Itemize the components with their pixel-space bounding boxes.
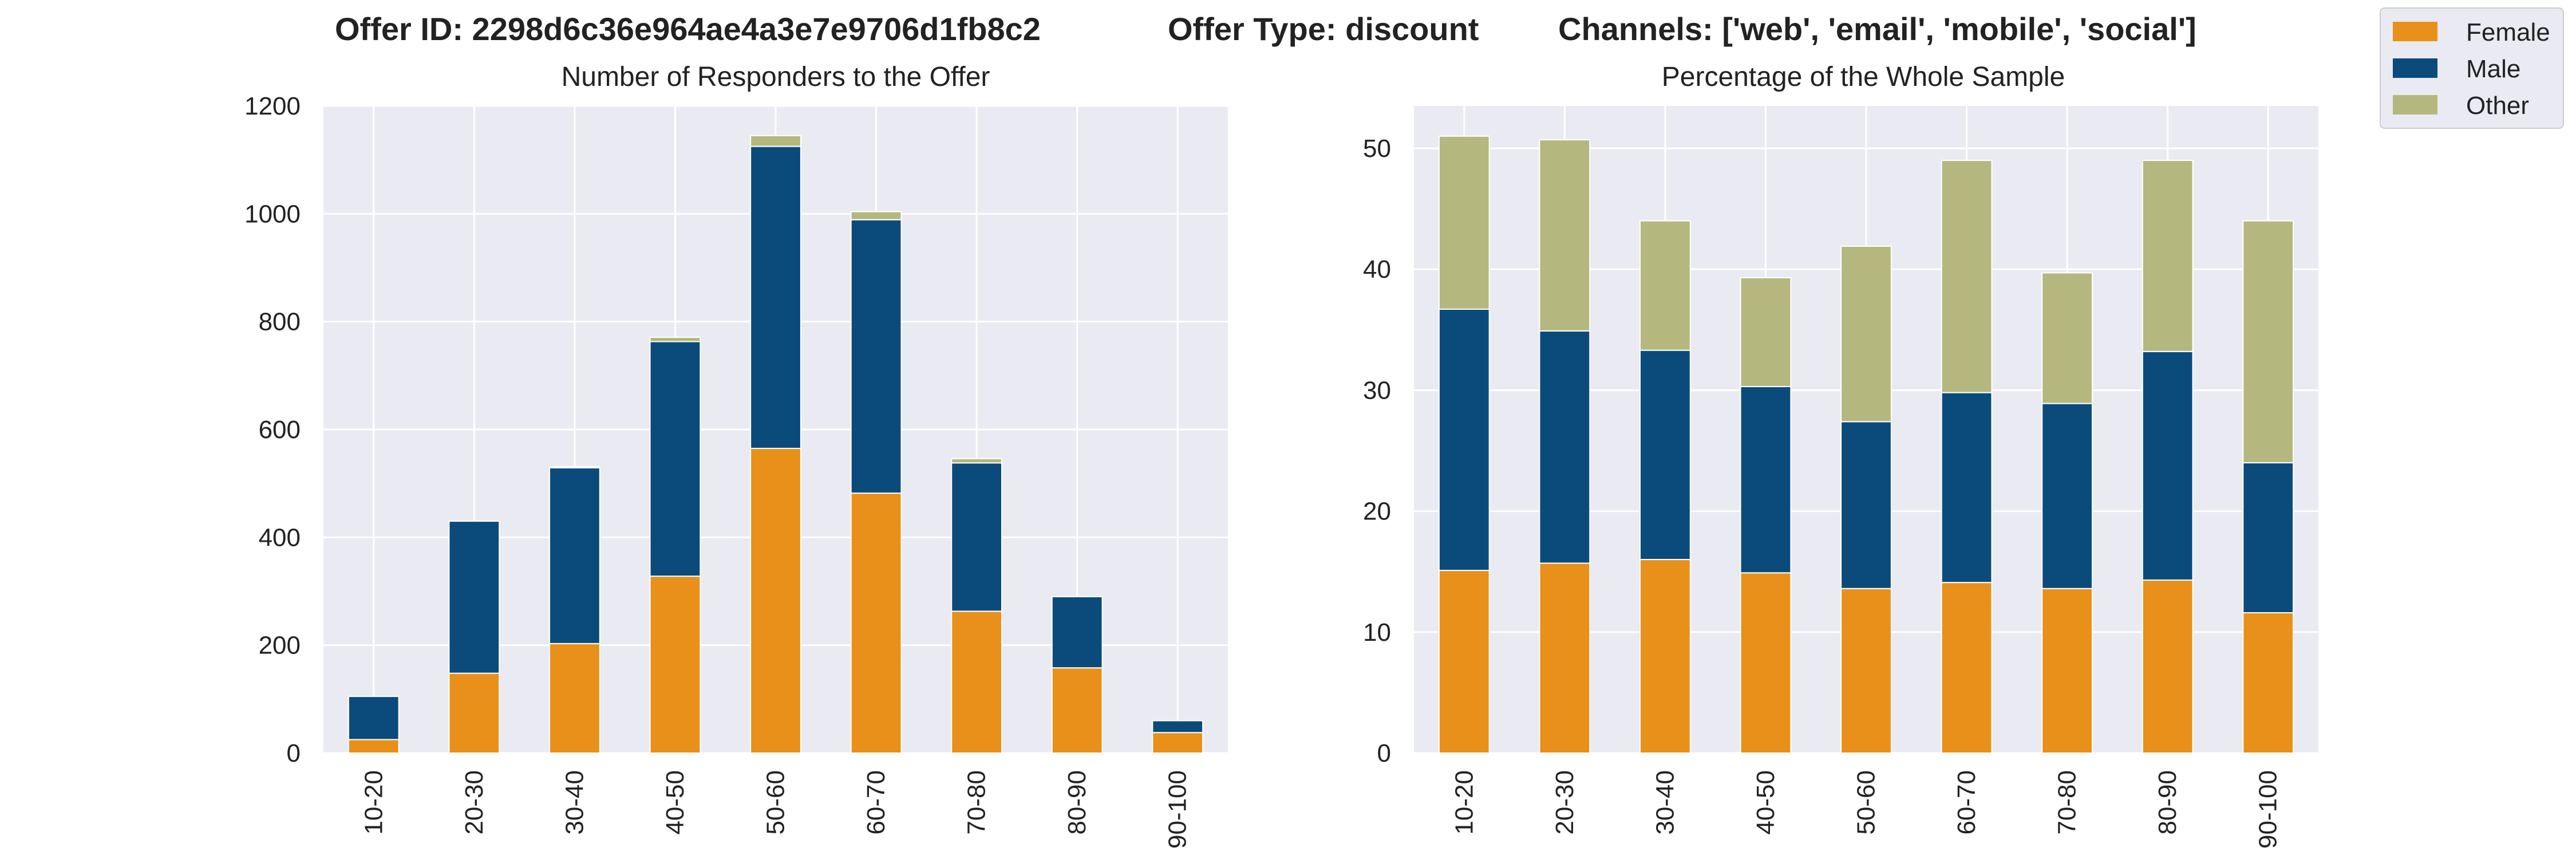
bar-male-60-70 [1941,392,1993,584]
offer-type-title: Offer Type: discount [1168,11,1479,47]
bar-male-80-90 [2142,350,2194,581]
bar-female-40-50 [1740,572,1792,754]
x-tick-label: 50-60 [1852,770,1880,835]
right-chart-title: Percentage of the Whole Sample [1662,62,2065,92]
bar-male-90-100 [1152,720,1204,734]
bar-female-80-90 [1051,667,1103,754]
bar-other-80-90 [2142,160,2194,352]
bar-female-90-100 [2242,612,2294,754]
y-tick-label: 1000 [244,200,301,228]
bar-other-60-70 [1941,160,1993,393]
bar-male-30-40 [1639,349,1691,561]
x-tick-label: 40-50 [661,770,689,835]
x-tick-label: 60-70 [862,770,890,835]
x-tick-label: 10-20 [359,770,388,835]
bar-other-90-100 [2242,220,2294,464]
y-tick-label: 600 [259,416,301,444]
left-chart-title: Number of Responders to the Offer [562,62,990,92]
x-tick-label: 70-80 [963,770,991,835]
bar-male-50-60 [1840,421,1892,589]
bar-male-70-80 [2041,403,2093,589]
bar-male-10-20 [347,696,400,740]
x-tick-label: 80-90 [1063,770,1091,835]
bar-female-10-20 [347,739,400,754]
bar-male-10-20 [1438,308,1490,572]
offer-id-title: Offer ID: 2298d6c36e964ae4a3e7e9706d1fb8… [335,11,1041,47]
bar-male-60-70 [850,219,902,494]
bar-female-50-60 [750,447,801,754]
y-tick-label: 200 [259,632,301,660]
bar-other-40-50 [1740,277,1792,388]
y-tick-label: 30 [1363,376,1391,404]
x-tick-label: 20-30 [1551,770,1579,835]
x-tick-label: 30-40 [1651,770,1679,835]
bar-male-30-40 [549,467,600,644]
left-chart-responders: 0 200 400 600 800 1000 1200 10-20 20-30 30-40 40-5… [244,92,1228,849]
x-tick-label: 50-60 [762,770,790,835]
bar-female-20-30 [1539,562,1591,754]
y-tick-label: 1200 [244,92,301,120]
x-tick-label: 40-50 [1752,770,1780,835]
y-tick-label: 50 [1363,135,1391,163]
y-tick-label: 0 [1377,739,1391,767]
bar-other-50-60 [750,135,801,147]
bar-male-40-50 [1740,386,1792,574]
legend-label-female: Female [2466,18,2550,46]
bar-female-20-30 [448,672,500,754]
legend-swatch-male [2393,58,2437,78]
bar-other-20-30 [1539,139,1591,332]
bar-female-60-70 [1941,582,1993,754]
bar-female-90-100 [1152,732,1204,754]
bar-female-70-80 [2041,588,2093,754]
x-tick-label: 30-40 [560,770,588,835]
bar-other-30-40 [1639,220,1691,351]
bar-female-60-70 [850,492,902,754]
bar-female-10-20 [1438,570,1490,754]
bar-male-80-90 [1051,596,1103,669]
legend-swatch-other [2393,95,2437,115]
bar-male-50-60 [750,145,801,449]
bar-other-10-20 [1438,135,1490,310]
bar-other-50-60 [1840,246,1892,423]
legend-label-other: Other [2466,92,2529,120]
y-tick-label: 0 [287,739,301,767]
legend-swatch-female [2393,22,2437,41]
y-tick-label: 800 [259,308,301,336]
x-tick-label: 20-30 [460,770,488,835]
x-tick-label: 80-90 [2154,770,2182,835]
x-tick-label: 70-80 [2053,770,2081,835]
x-tick-label: 90-100 [2254,770,2282,849]
bar-female-30-40 [549,643,600,754]
bar-female-50-60 [1840,588,1892,754]
channels-title: Channels: ['web', 'email', 'mobile', 'so… [1558,11,2196,47]
bar-other-70-80 [2041,272,2093,404]
bar-male-90-100 [2242,462,2294,613]
bar-male-20-30 [448,521,500,674]
bar-male-20-30 [1539,330,1591,564]
bar-other-60-70 [850,211,902,220]
y-tick-label: 40 [1363,255,1391,283]
bar-male-40-50 [649,341,701,577]
bar-female-70-80 [951,610,1002,754]
bar-other-40-50 [649,336,701,342]
bar-male-70-80 [951,462,1002,612]
x-tick-label: 60-70 [1953,770,1981,835]
bar-female-40-50 [649,576,701,754]
y-tick-label: 400 [259,523,301,551]
bar-female-30-40 [1639,559,1691,754]
bar-other-70-80 [951,458,1002,464]
x-tick-label: 10-20 [1450,770,1478,835]
legend-label-male: Male [2466,55,2520,83]
legend: Female Male Other [2380,7,2564,129]
x-tick-label: 90-100 [1164,770,1192,849]
bar-other-30-40 [549,466,600,468]
y-tick-label: 20 [1363,498,1391,526]
y-tick-label: 10 [1363,618,1391,647]
right-chart-percentage: 0 10 20 30 40 50 10-20 20-30 30-40 40-50 50-60 60-7… [1363,106,2318,849]
bar-female-80-90 [2142,579,2194,754]
